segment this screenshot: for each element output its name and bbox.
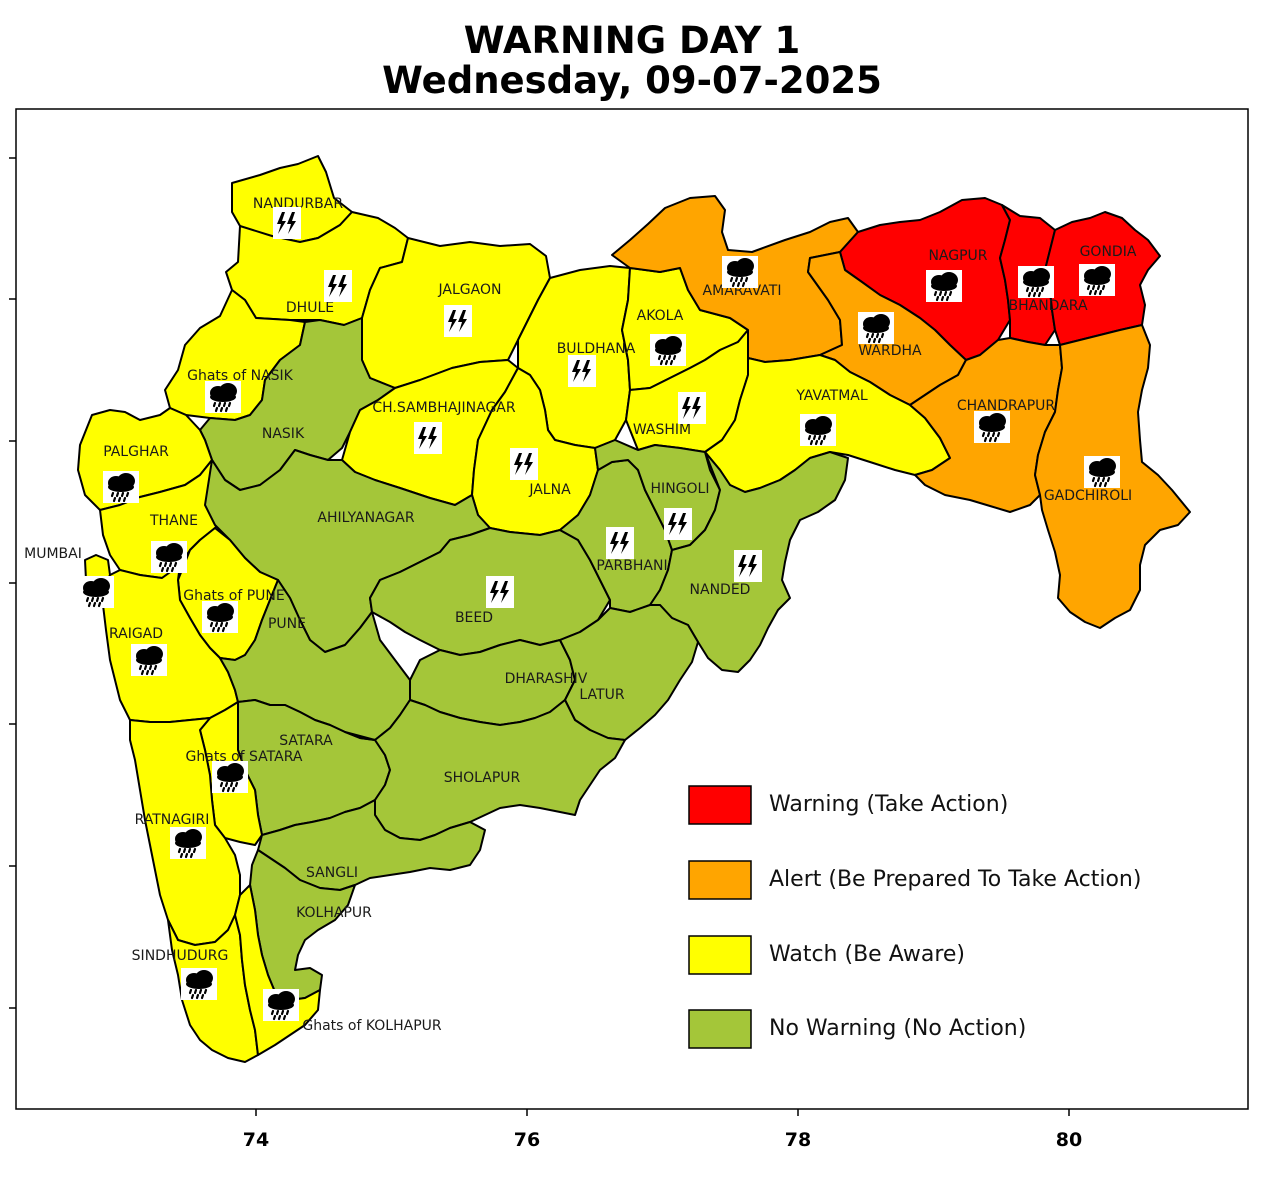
heavy-rain-icon [798,412,838,448]
district-label-jalgaon: JALGAON [438,282,502,298]
district-label-sholapur: SHOLAPUR [444,770,521,786]
district-label-ghats-of-nasik: Ghats of NASIK [187,368,294,384]
x-tick-label: 76 [514,1129,540,1151]
district-label-sindhudurg: SINDHUDURG [132,948,229,964]
heavy-rain-icon [200,599,240,635]
heavy-rain-icon [648,332,688,368]
heavy-rain-icon [179,966,219,1002]
thunderstorm-icon [606,527,634,559]
district-label-ahilyanagar: AHILYANAGAR [317,510,414,526]
thunderstorm-icon [414,422,442,454]
legend-label: Watch (Be Aware) [769,942,965,967]
thunderstorm-icon [510,448,538,480]
district-label-nasik: NASIK [262,426,305,442]
heavy-rain-icon [856,310,896,346]
district-label-latur: LATUR [579,687,624,703]
district-label-dharashiv: DHARASHIV [505,671,588,687]
district-label-nagpur: NAGPUR [928,248,987,264]
heavy-rain-icon [1016,264,1056,300]
thunderstorm-icon [324,270,352,302]
x-tick-label: 80 [1056,1129,1082,1151]
thunderstorm-icon [273,207,301,239]
heavy-rain-icon [149,539,189,575]
district-label-mumbai: MUMBAI [24,546,82,562]
district-label-gondia: GONDIA [1080,244,1137,260]
heavy-rain-icon [1077,262,1117,298]
legend-swatch-no-warning [688,1009,752,1049]
legend-swatch-watch [688,935,752,975]
x-axis: 74 76 78 80 [243,1109,1082,1151]
heavy-rain-icon [129,642,169,678]
district-label-raigad: RAIGAD [109,626,163,642]
heavy-rain-icon [1082,454,1122,490]
legend-label: Warning (Take Action) [769,792,1008,817]
thunderstorm-icon [486,576,514,608]
district-label-chandrapur: CHANDRAPUR [957,398,1056,414]
heavy-rain-icon [210,759,250,795]
thunderstorm-icon [734,550,762,582]
district-label-pune: PUNE [268,616,306,632]
heavy-rain-icon [101,469,141,505]
district-label-ghats-of-kolhapur: Ghats of KOLHAPUR [302,1018,442,1034]
district-label-satara: SATARA [279,733,333,749]
district-label-dhule: DHULE [286,300,334,316]
legend: Warning (Take Action) Alert (Be Prepared … [688,785,1141,1049]
heavy-rain-icon [720,254,760,290]
legend-swatch-warning [688,785,752,825]
heavy-rain-icon [924,268,964,304]
thunderstorm-icon [678,392,706,424]
district-label-gadchiroli: GADCHIROLI [1044,488,1132,504]
district-label-buldhana: BULDHANA [557,341,636,357]
x-tick-label: 78 [785,1129,811,1151]
district-label-akola: AKOLA [637,308,684,324]
thunderstorm-icon [444,305,472,337]
plot-frame [15,108,1249,1110]
district-label-palghar: PALGHAR [103,444,169,460]
district-label-kolhapur: KOLHAPUR [296,905,372,921]
district-label-bhandara: BHANDARA [1008,298,1087,314]
district-label-parbhani: PARBHANI [596,558,667,574]
x-tick-label: 74 [243,1129,269,1151]
district-label-washim: WASHIM [633,422,691,438]
heavy-rain-icon [76,574,116,610]
thunderstorm-icon [664,508,692,540]
legend-label: Alert (Be Prepared To Take Action) [769,867,1141,892]
y-axis-ticks [9,157,16,1009]
district-label-jalna: JALNA [528,482,571,498]
district-label-ghats-of-pune: Ghats of PUNE [183,588,285,604]
district-label-nanded: NANDED [690,582,751,598]
heavy-rain-icon [261,987,301,1023]
district-label-sangli: SANGLI [306,865,358,881]
map-title: WARNING DAY 1 [463,19,801,62]
heavy-rain-icon [203,379,243,415]
district-label-yavatmal: YAVATMAL [795,388,868,404]
district-label-beed: BEED [455,610,493,626]
district-label-ch-sambhajinagar: CH.SAMBHAJINAGAR [372,400,516,416]
legend-swatch-alert [688,860,752,900]
heavy-rain-icon [972,409,1012,445]
district-label-hingoli: HINGOLI [651,481,710,497]
thunderstorm-icon [568,355,596,387]
district-label-wardha: WARDHA [858,343,922,359]
district-label-ratnagiri: RATNAGIRI [135,812,210,828]
district-label-thane: THANE [149,513,198,529]
map-date: Wednesday, 09-07-2025 [382,59,882,102]
heavy-rain-icon [168,825,208,861]
legend-label: No Warning (No Action) [769,1016,1026,1041]
